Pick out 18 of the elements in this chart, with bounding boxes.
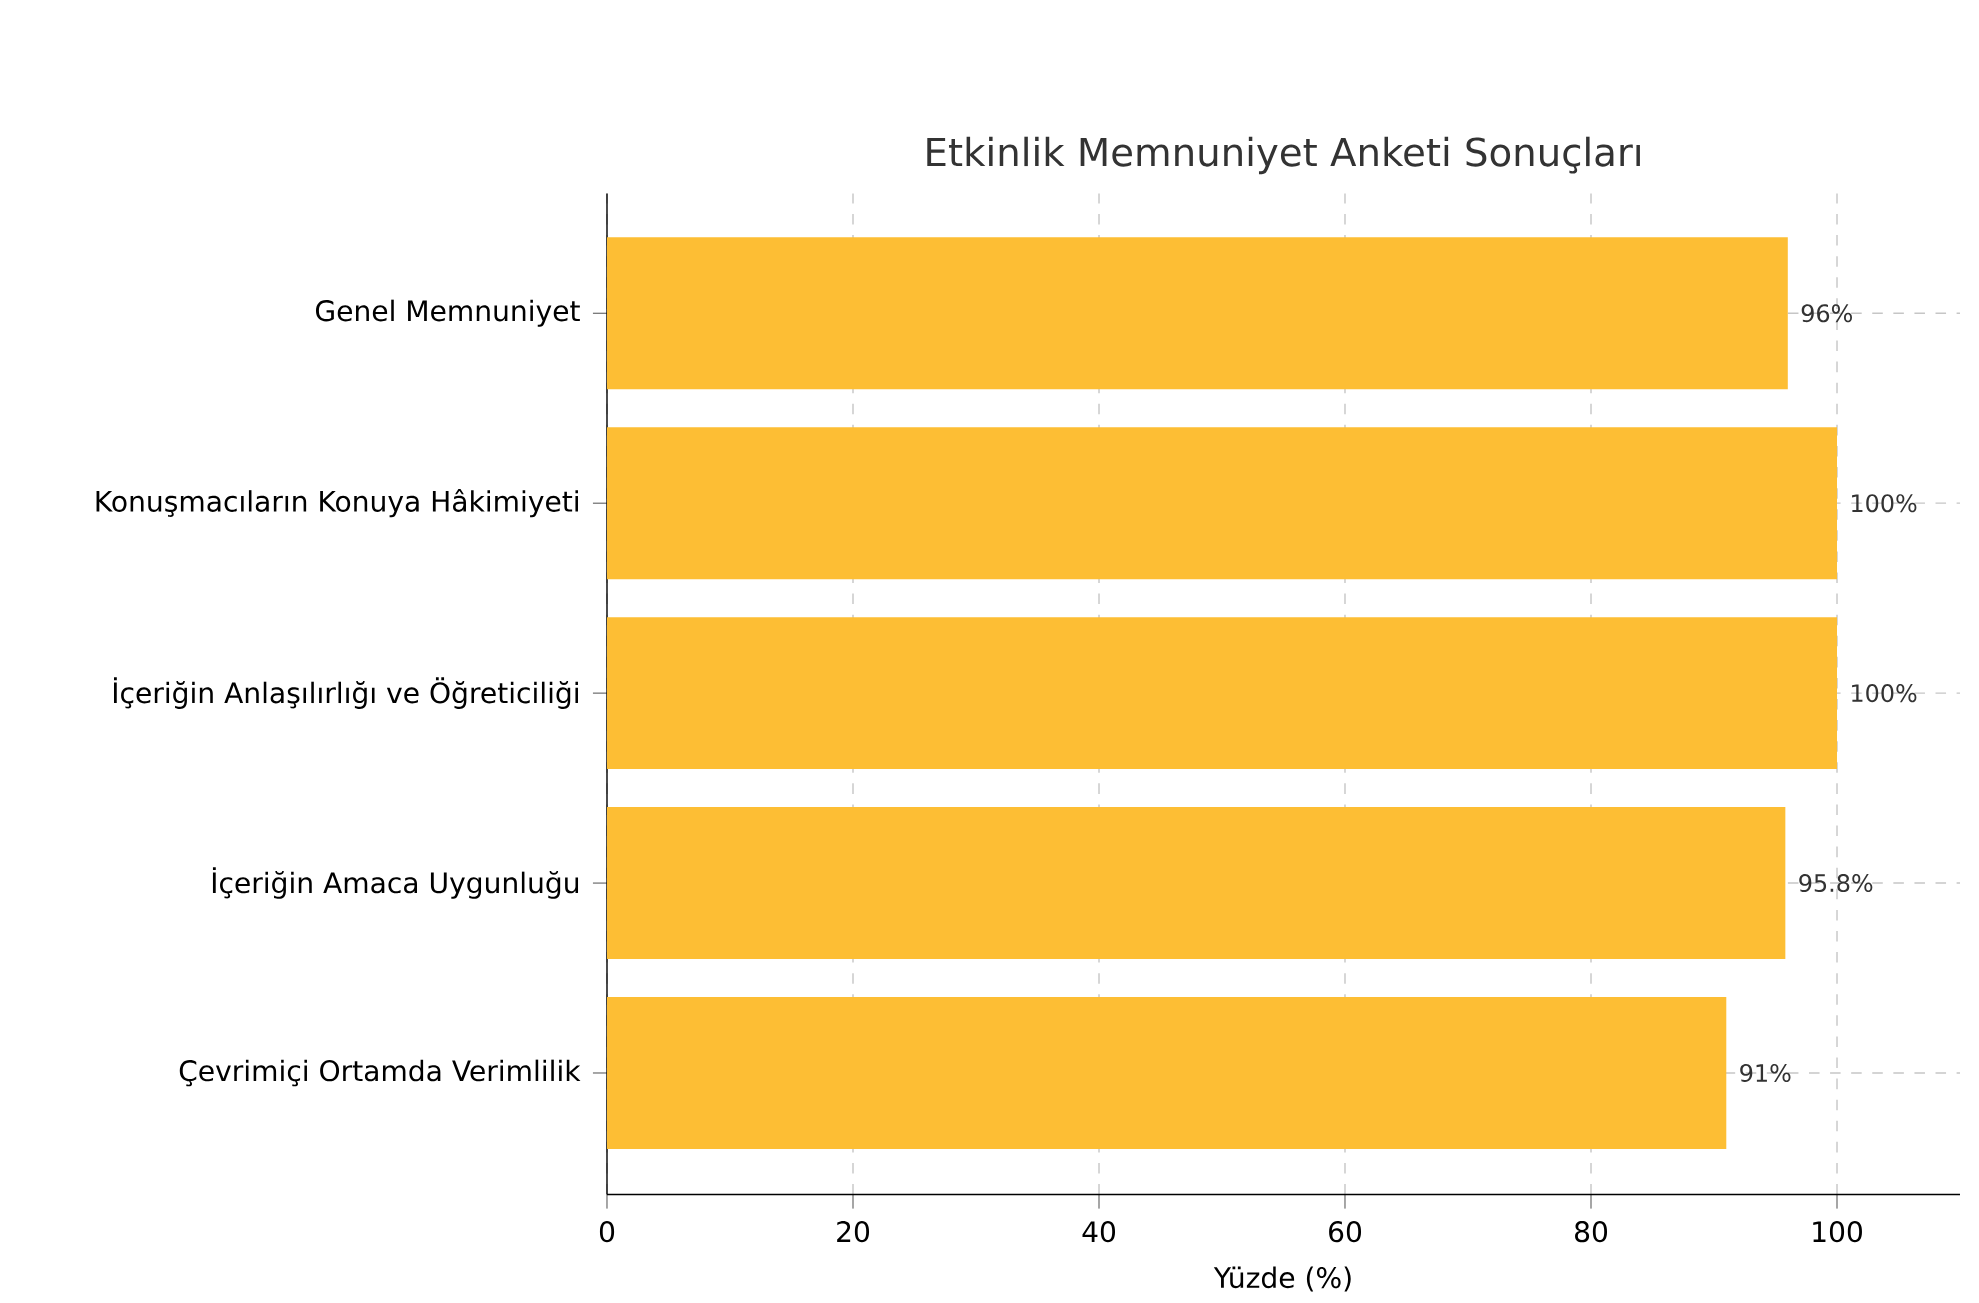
data-label: 100% [1852,494,1917,513]
x-tick-label: 100 [1813,1220,1862,1243]
y-tick-label: Genel Memnuniyet [315,299,580,327]
data-label: 100% [1852,683,1917,703]
y-tick-label: Çevrimiçi Ortamda Verimlilik [179,1059,581,1087]
data-label: 91% [1740,1063,1791,1082]
y-tick-label: İçeriğin Anlaşılırlığı ve Öğreticiliği [114,677,578,709]
x-tick-label: 80 [1575,1220,1608,1243]
y-tick-label: İçeriğin Amaca Uygunluğu [212,867,579,899]
y-tick-label: Konuşmacıların Konuya Hâkimiyeti [96,488,578,518]
data-label: 96% [1801,304,1852,323]
x-tick-label: 20 [837,1220,870,1243]
chart-title: Etkinlik Memnuniyet Anketi Sonuçları [927,136,1640,175]
x-tick-label: 0 [599,1220,615,1243]
data-label: 95.8% [1799,873,1873,892]
x-axis-title: Yüzde (%) [1213,1266,1351,1292]
x-tick-label: 40 [1082,1220,1116,1243]
x-tick-label: 60 [1329,1220,1362,1243]
